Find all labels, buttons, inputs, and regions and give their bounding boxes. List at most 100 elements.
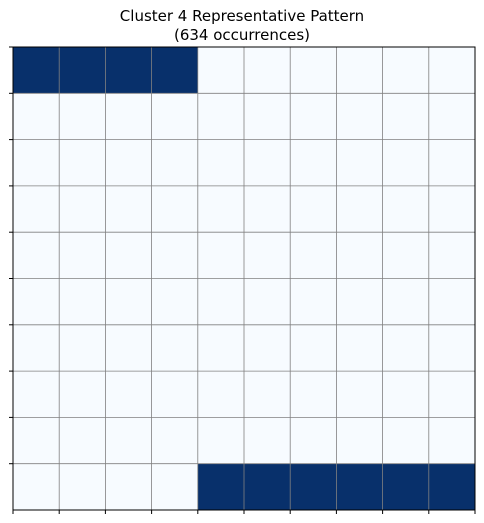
heatmap-cell-r8-c2 (105, 417, 152, 464)
heatmap-cell-r3-c1 (59, 185, 106, 233)
heatmap-cell-r2-c8 (382, 139, 429, 186)
heatmap-cell-r4-c9 (428, 232, 475, 279)
heatmap-cell-r6-c8 (382, 324, 429, 372)
heatmap-cell-r4-c6 (290, 232, 337, 279)
chart-subtitle: (634 occurrences) (173, 26, 311, 44)
heatmap-cell-r9-c3 (151, 463, 198, 510)
heatmap-cell-r9-c6 (290, 463, 337, 510)
heatmap-cell-r0-c8 (382, 47, 429, 94)
heatmap-cell-r5-c0 (13, 278, 60, 325)
heatmap-cell-r1-c4 (197, 93, 244, 140)
heatmap-cell-r7-c6 (290, 371, 337, 418)
heatmap-cell-r4-c5 (244, 232, 291, 279)
heatmap-cell-r8-c4 (197, 417, 244, 464)
heatmap-cell-r2-c9 (428, 139, 475, 186)
heatmap-cell-r2-c0 (13, 139, 60, 186)
heatmap-cell-r4-c7 (336, 232, 383, 279)
heatmap-cell-r8-c7 (336, 417, 383, 464)
heatmap-ticks (9, 46, 476, 514)
heatmap-cell-r5-c4 (197, 278, 244, 325)
heatmap-cell-r6-c7 (336, 324, 383, 372)
heatmap-cell-r5-c3 (151, 278, 198, 325)
heatmap-cell-r0-c2 (105, 47, 152, 94)
heatmap-cell-r2-c1 (59, 139, 106, 186)
heatmap-cell-r1-c1 (59, 93, 106, 140)
heatmap-cell-r9-c2 (105, 463, 152, 510)
heatmap-cell-r4-c4 (197, 232, 244, 279)
heatmap-cell-r2-c5 (244, 139, 291, 186)
heatmap-cell-r3-c0 (13, 185, 60, 233)
heatmap-cell-r1-c7 (336, 93, 383, 140)
heatmap-cell-r9-c1 (59, 463, 106, 510)
heatmap-cell-r4-c8 (382, 232, 429, 279)
heatmap-cell-r4-c3 (151, 232, 198, 279)
plot-frame (12, 46, 476, 511)
heatmap-cell-r3-c2 (105, 185, 152, 233)
heatmap-cell-r0-c4 (197, 47, 244, 94)
heatmap-cell-r3-c8 (382, 185, 429, 233)
heatmap-cell-r8-c8 (382, 417, 429, 464)
heatmap-cell-r1-c6 (290, 93, 337, 140)
heatmap-cell-r7-c3 (151, 371, 198, 418)
heatmap-cell-r3-c3 (151, 185, 198, 233)
heatmap-cell-r9-c5 (244, 463, 291, 510)
chart-title: Cluster 4 Representative Pattern (119, 7, 365, 25)
heatmap-cell-r6-c0 (13, 324, 60, 372)
heatmap-cell-r5-c6 (290, 278, 337, 325)
heatmap-cell-r6-c3 (151, 324, 198, 372)
heatmap-cell-r9-c8 (382, 463, 429, 510)
heatmap-cell-r7-c1 (59, 371, 106, 418)
heatmap-cell-r6-c6 (290, 324, 337, 372)
heatmap-gridlines (13, 47, 475, 510)
heatmap-cell-r6-c4 (197, 324, 244, 372)
heatmap-cell-r0-c7 (336, 47, 383, 94)
heatmap-cell-r0-c0 (13, 47, 60, 94)
heatmap-cell-r2-c4 (197, 139, 244, 186)
heatmap-cell-r1-c0 (13, 93, 60, 140)
heatmap-cell-r2-c7 (336, 139, 383, 186)
heatmap-cell-r3-c6 (290, 185, 337, 233)
heatmap-cell-r3-c9 (428, 185, 475, 233)
heatmap-cell-r0-c9 (428, 47, 475, 94)
heatmap-cell-r5-c8 (382, 278, 429, 325)
heatmap-cell-r8-c9 (428, 417, 475, 464)
heatmap-cell-r5-c2 (105, 278, 152, 325)
heatmap-cell-r6-c2 (105, 324, 152, 372)
heatmap-cell-r1-c3 (151, 93, 198, 140)
heatmap-cell-r5-c5 (244, 278, 291, 325)
heatmap-cell-r8-c5 (244, 417, 291, 464)
heatmap-cell-r7-c5 (244, 371, 291, 418)
heatmap-cell-r5-c1 (59, 278, 106, 325)
heatmap-cell-r8-c0 (13, 417, 60, 464)
heatmap-cell-r9-c7 (336, 463, 383, 510)
chart-title-block: Cluster 4 Representative Pattern (634 oc… (0, 7, 484, 45)
heatmap-cell-r7-c7 (336, 371, 383, 418)
heatmap-cell-r2-c2 (105, 139, 152, 186)
heatmap-cell-r4-c0 (13, 232, 60, 279)
heatmap-cells (13, 47, 475, 510)
heatmap-cell-r8-c6 (290, 417, 337, 464)
heatmap-cell-r6-c1 (59, 324, 106, 372)
heatmap-cell-r2-c3 (151, 139, 198, 186)
heatmap-cell-r9-c9 (428, 463, 475, 510)
heatmap-cell-r9-c4 (197, 463, 244, 510)
heatmap-cell-r7-c0 (13, 371, 60, 418)
heatmap-cell-r4-c1 (59, 232, 106, 279)
heatmap-cell-r3-c7 (336, 185, 383, 233)
heatmap-cell-r7-c8 (382, 371, 429, 418)
heatmap-cell-r0-c6 (290, 47, 337, 94)
heatmap-cell-r6-c9 (428, 324, 475, 372)
heatmap-cell-r9-c0 (13, 463, 60, 510)
heatmap-cell-r3-c5 (244, 185, 291, 233)
heatmap-cell-r0-c3 (151, 47, 198, 94)
heatmap-cell-r8-c1 (59, 417, 106, 464)
heatmap-cell-r5-c7 (336, 278, 383, 325)
heatmap-cell-r5-c9 (428, 278, 475, 325)
heatmap-cell-r3-c4 (197, 185, 244, 233)
heatmap-cell-r1-c8 (382, 93, 429, 140)
heatmap-cell-r8-c3 (151, 417, 198, 464)
heatmap-cell-r1-c9 (428, 93, 475, 140)
heatmap-cell-r1-c2 (105, 93, 152, 140)
heatmap-cell-r1-c5 (244, 93, 291, 140)
